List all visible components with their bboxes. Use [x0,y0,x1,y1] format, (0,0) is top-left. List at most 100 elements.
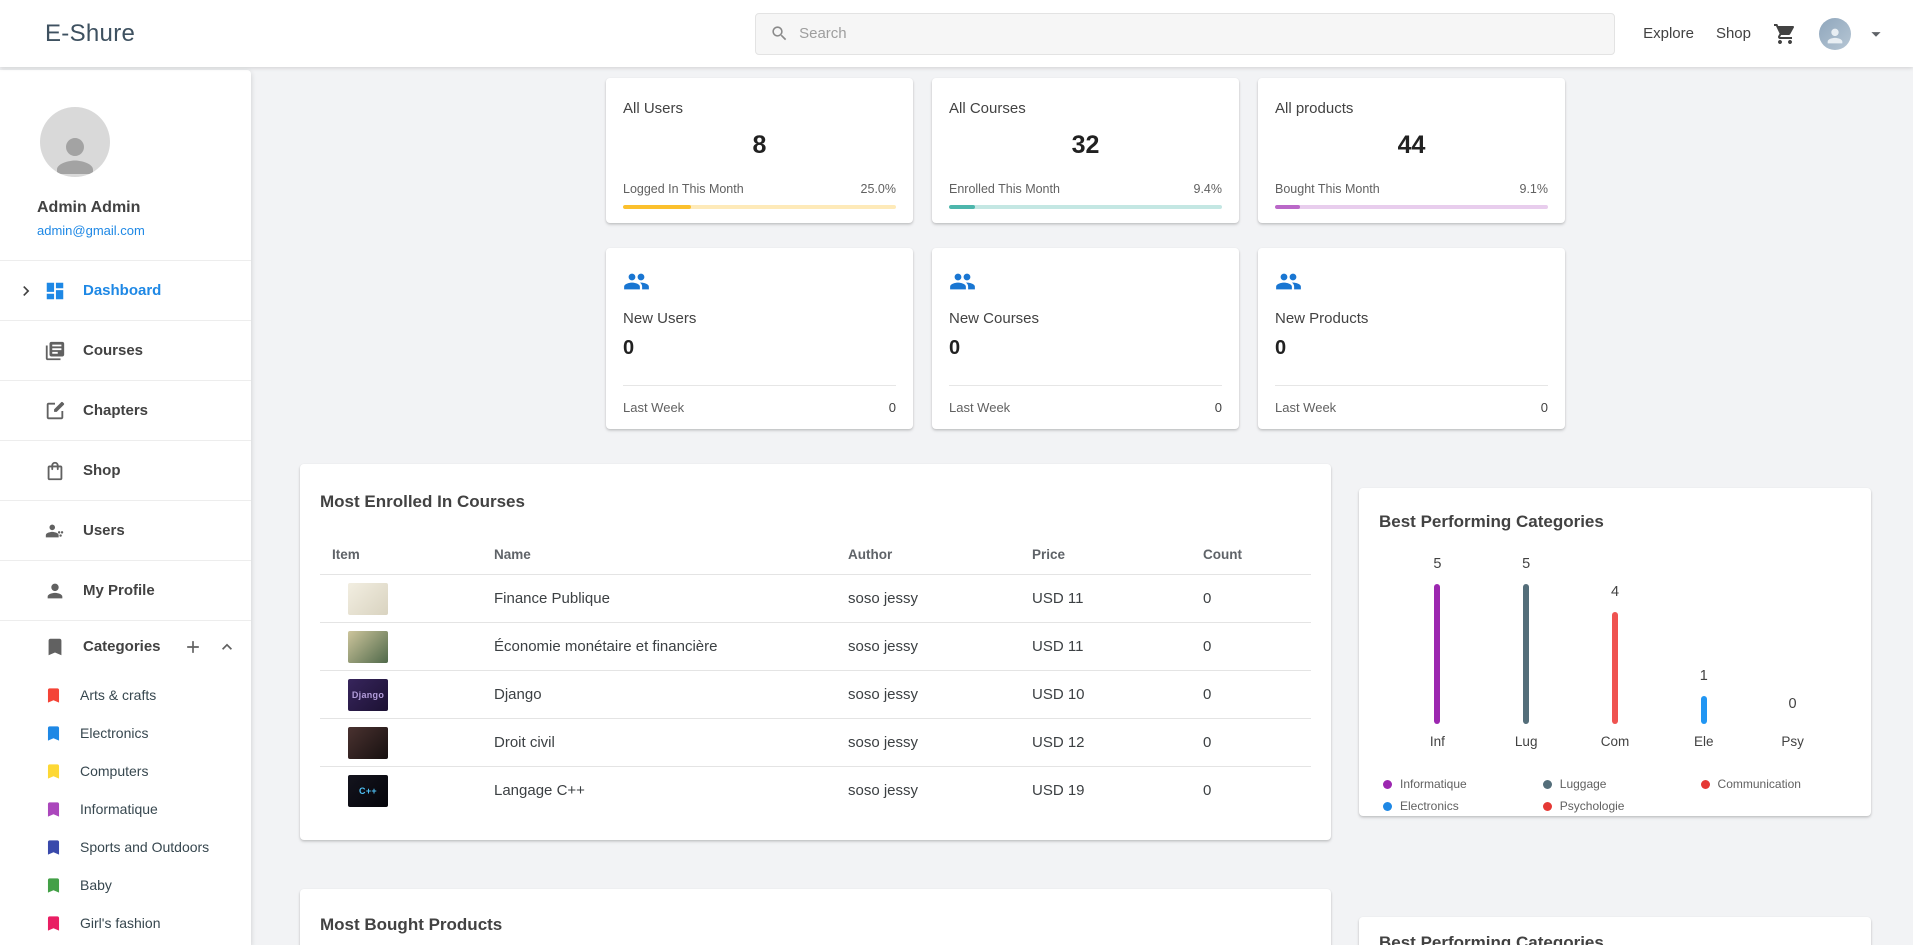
new-card-title: New Users [623,310,697,327]
course-price: USD 11 [1032,638,1084,655]
sidebar-item-dashboard[interactable]: Dashboard [0,260,251,320]
stat-title: All products [1275,100,1354,117]
course-name: Économie monétaire et financière [494,638,718,655]
app-logo[interactable]: E-Shure [45,19,136,47]
new-courses-card: New Courses 0 Last Week 0 [932,248,1239,429]
best-categories-card-2: Best Performing Categories [1359,917,1871,945]
sidebar-category-item[interactable]: Electronics [0,714,251,752]
bookmark-icon [47,877,60,893]
sidebar-item-my-profile[interactable]: My Profile [0,560,251,620]
person-icon [57,138,93,174]
footer-value: 0 [1540,400,1548,415]
new-card-title: New Courses [949,310,1040,327]
legend-dot [1542,779,1552,789]
stats-row-new: New Users 0 Last Week 0 New Courses 0 La… [606,248,1565,429]
chart-category-label: Ele [1694,734,1714,749]
sidebar-category-item[interactable]: Informatique [0,790,251,828]
course-author: soso jessy [848,734,919,751]
sidebar-item-categories[interactable]: Categories [0,620,251,672]
group-icon [624,273,649,290]
course-thumbnail [348,582,388,615]
stat-metric-label: Bought This Month [1275,182,1380,196]
sidebar-item-label: Users [83,522,125,539]
legend-item: Communication [1700,777,1851,791]
bookmark-icon [48,638,62,655]
stats-row-totals: All Users 8 Logged In This Month 25.0% A… [606,78,1565,223]
sidebar-item-courses[interactable]: Courses [0,320,251,380]
legend-dot [1383,801,1392,811]
most-bought-card: Most Bought Products [300,889,1331,945]
course-thumbnail [348,726,388,759]
sidebar-category-item[interactable]: Girl's fashion [0,904,251,942]
sidebar-item-label: My Profile [83,582,155,599]
table-row[interactable]: C++ Langage C++ soso jessy USD 19 0 [320,766,1311,814]
sidebar-item-label: Courses [83,342,144,359]
sidebar-category-item[interactable]: Baby [0,866,251,904]
course-name: Finance Publique [494,590,610,607]
footer-label: Last Week [949,400,1011,415]
chart-column: 0 Psy [1748,574,1837,749]
profile-email[interactable]: admin@gmail.com [37,223,145,238]
stat-percent: 9.1% [1519,182,1549,196]
add-category-icon[interactable] [183,637,203,657]
chevron-down-icon[interactable] [1865,23,1887,45]
table-row[interactable]: Droit civil soso jessy USD 12 0 [320,718,1311,766]
sidebar-item-users[interactable]: Users [0,500,251,560]
footer-value: 0 [888,400,896,415]
stat-card-all-users: All Users 8 Logged In This Month 25.0% [606,78,913,223]
explore-link[interactable]: Explore [1643,25,1694,42]
group-icon [950,273,975,290]
category-label: Girl's fashion [80,915,161,931]
user-avatar[interactable] [1819,17,1851,50]
sidebar-category-item[interactable]: Sports and Outdoors [0,828,251,866]
chart-bar [1700,696,1707,724]
cart-icon[interactable] [1773,22,1797,46]
table-row[interactable]: Django Django soso jessy USD 10 0 [320,670,1311,718]
dashboard-icon [46,282,64,299]
course-author: soso jessy [848,638,919,655]
chart-value-label: 1 [1699,668,1708,684]
column-header: Count [1203,546,1242,562]
chart-category-label: Lug [1514,734,1538,749]
progress-bar [1275,205,1548,209]
legend-dot [1700,779,1710,789]
sidebar-item-chapters[interactable]: Chapters [0,380,251,440]
new-card-value: 0 [1275,337,1287,359]
table-row[interactable]: Finance Publique soso jessy USD 11 0 [320,574,1311,622]
category-label: Informatique [80,801,158,817]
search-input[interactable] [799,25,1601,42]
chart-value-label: 4 [1610,584,1620,600]
sidebar-category-item[interactable]: Computers [0,752,251,790]
chevron-up-icon[interactable] [217,637,237,657]
chart-column: 1 Ele [1659,574,1748,749]
legend-item: Informatique [1383,777,1517,791]
category-list: Arts & crafts Electronics Computers Informa… [0,672,251,942]
course-count: 0 [1203,782,1212,799]
course-price: USD 19 [1032,782,1085,799]
footer-label: Last Week [623,400,685,415]
sidebar-profile: Admin Admin admin@gmail.com [0,70,251,238]
sidebar-item-label: Shop [83,462,121,479]
course-price: USD 12 [1032,734,1085,751]
chart-bar [1611,612,1618,724]
table-row[interactable]: Économie monétaire et financière soso jes… [320,622,1311,670]
search-bar[interactable] [755,12,1616,55]
chart-category-label: Com [1600,734,1630,749]
best-categories-card: Best Performing Categories 5 Inf 5 Lug 4 Com 1… [1359,488,1871,816]
card-title: Best Performing Categories [1379,512,1604,531]
chart-category-label: Inf [1429,734,1445,749]
course-count: 0 [1203,734,1212,751]
bookmark-icon [47,763,60,779]
course-name: Droit civil [494,734,555,751]
footer-label: Last Week [1275,400,1337,415]
category-label: Sports and Outdoors [80,839,210,855]
course-author: soso jessy [848,782,919,799]
sidebar-item-shop[interactable]: Shop [0,440,251,500]
profile-avatar [40,107,110,177]
stat-card-all-products: All products 44 Bought This Month 9.1% [1258,78,1565,223]
shop-link[interactable]: Shop [1715,25,1751,42]
bookmark-icon [47,801,60,817]
sidebar-category-item[interactable]: Arts & crafts [0,676,251,714]
new-card-value: 0 [623,337,635,359]
chart-column: 5 Lug [1482,556,1571,749]
